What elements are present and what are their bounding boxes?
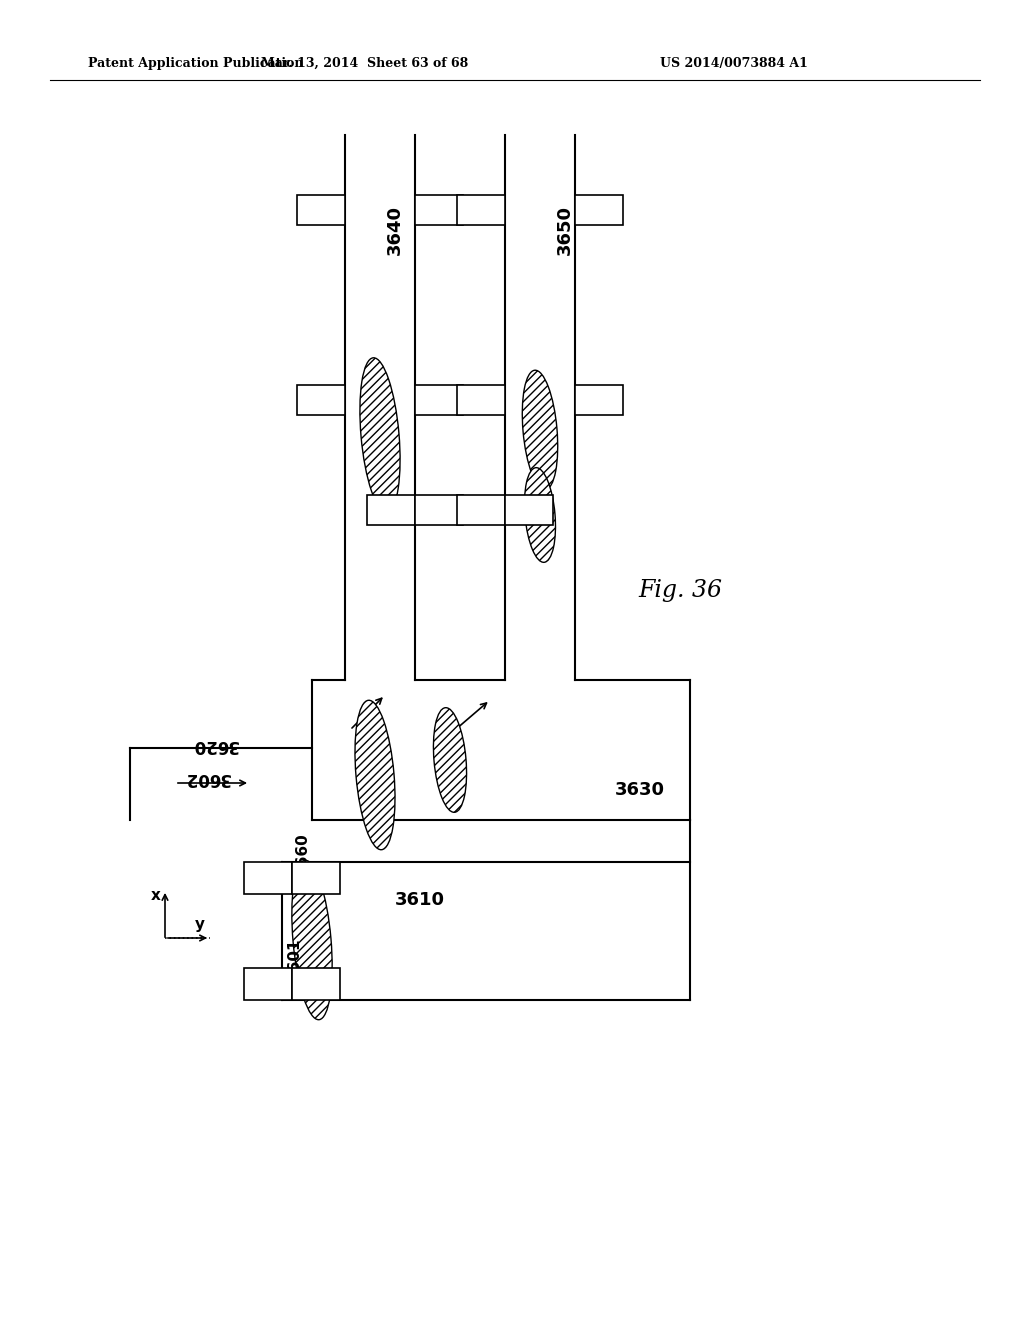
Bar (505, 495, 553, 525)
Text: 3640: 3640 (386, 205, 404, 255)
Text: Mar. 13, 2014  Sheet 63 of 68: Mar. 13, 2014 Sheet 63 of 68 (261, 57, 469, 70)
Bar (244, 862, 292, 894)
Ellipse shape (359, 358, 400, 512)
Bar (367, 495, 415, 525)
Text: y: y (195, 917, 205, 932)
Bar (575, 195, 623, 224)
Bar (457, 495, 505, 525)
Bar (292, 968, 340, 1001)
Bar (415, 195, 463, 224)
Bar (292, 862, 340, 894)
Bar (244, 968, 292, 1001)
Ellipse shape (292, 861, 332, 1020)
Ellipse shape (524, 467, 555, 562)
Bar (415, 495, 463, 525)
Ellipse shape (355, 701, 395, 850)
Text: US 2014/0073884 A1: US 2014/0073884 A1 (660, 57, 808, 70)
Text: 3630: 3630 (615, 781, 665, 799)
Bar (297, 195, 345, 224)
Text: 3620: 3620 (191, 737, 239, 754)
Bar (297, 385, 345, 414)
Ellipse shape (433, 708, 467, 812)
Bar (415, 385, 463, 414)
Text: 3601: 3601 (288, 939, 302, 981)
Text: 3602: 3602 (184, 770, 230, 787)
Bar (575, 385, 623, 414)
Text: 3610: 3610 (395, 891, 445, 909)
Text: Fig. 36: Fig. 36 (638, 578, 722, 602)
Bar (457, 195, 505, 224)
Text: 3660: 3660 (295, 834, 309, 876)
Text: 3650: 3650 (556, 205, 574, 255)
Text: Patent Application Publication: Patent Application Publication (88, 57, 303, 70)
Text: x: x (152, 887, 161, 903)
Ellipse shape (522, 370, 558, 490)
Bar (457, 385, 505, 414)
